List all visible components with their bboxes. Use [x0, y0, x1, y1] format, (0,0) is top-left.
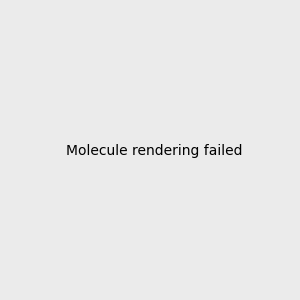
- Text: Molecule rendering failed: Molecule rendering failed: [65, 145, 242, 158]
